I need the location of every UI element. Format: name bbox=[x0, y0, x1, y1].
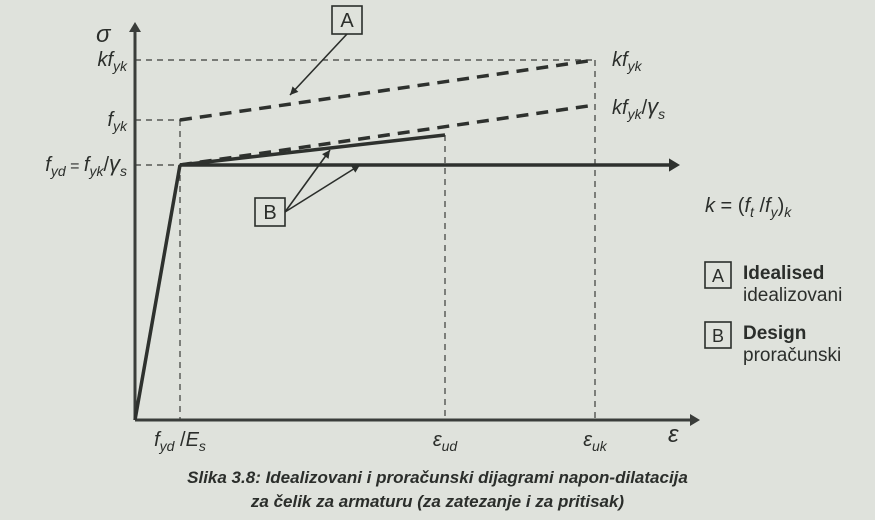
callout-A-label: A bbox=[340, 10, 354, 32]
xtick-eud: εud bbox=[433, 429, 459, 454]
figure-caption-line2: za čelik za armaturu (za zatezanje i za … bbox=[0, 492, 875, 512]
legend-B-boxlabel: B bbox=[712, 326, 724, 346]
callout-B-label: B bbox=[263, 202, 276, 224]
diagram-page: σ ε kfyk fyk fyd = fyk/γs kfyk kfyk/γs fyd /Es ε… bbox=[0, 0, 875, 520]
legend-B-bold: Design bbox=[743, 323, 806, 344]
legend-B-plain: proračunski bbox=[743, 345, 841, 366]
epsilon-label: ε bbox=[668, 421, 679, 448]
svg-text:fyk: fyk bbox=[107, 109, 128, 134]
design-incline-line bbox=[180, 135, 445, 165]
sigma-label: σ bbox=[96, 21, 112, 48]
legend-A-boxlabel: A bbox=[712, 266, 724, 286]
legend-A-plain: idealizovani bbox=[743, 285, 842, 306]
svg-text:kfyk: kfyk bbox=[612, 49, 643, 74]
idealised-line bbox=[180, 60, 595, 120]
ytick-fyk: fyk bbox=[107, 109, 128, 134]
legend-A-bold: Idealised bbox=[743, 263, 824, 284]
svg-text:εud: εud bbox=[433, 429, 459, 454]
leader-B-0 bbox=[285, 150, 330, 212]
leader-B-1 bbox=[285, 165, 360, 212]
leader-B-0-arrowhead bbox=[322, 150, 330, 159]
diagram-svg: σ ε kfyk fyk fyd = fyk/γs kfyk kfyk/γs fyd /Es ε… bbox=[0, 0, 875, 520]
svg-text:εuk: εuk bbox=[583, 429, 608, 454]
leader-A bbox=[290, 34, 347, 95]
design-hardening-dashed bbox=[180, 105, 595, 165]
right-kfyk: kfyk bbox=[612, 49, 643, 74]
right-kfykgs: kfyk/γs bbox=[612, 94, 665, 122]
xtick-fyd-Es: fyd /Es bbox=[154, 429, 206, 454]
ytick-kfyk: kfyk bbox=[97, 49, 128, 74]
figure-caption-line1: Slika 3.8: Idealizovani i proračunski di… bbox=[0, 468, 875, 488]
xtick-euk: εuk bbox=[583, 429, 608, 454]
k-formula: k = (ft /fy)k bbox=[705, 195, 792, 220]
elastic-line bbox=[135, 165, 180, 420]
svg-text:kfyk: kfyk bbox=[97, 49, 128, 74]
ytick-fyd: fyd = fyk/γs bbox=[45, 151, 127, 179]
